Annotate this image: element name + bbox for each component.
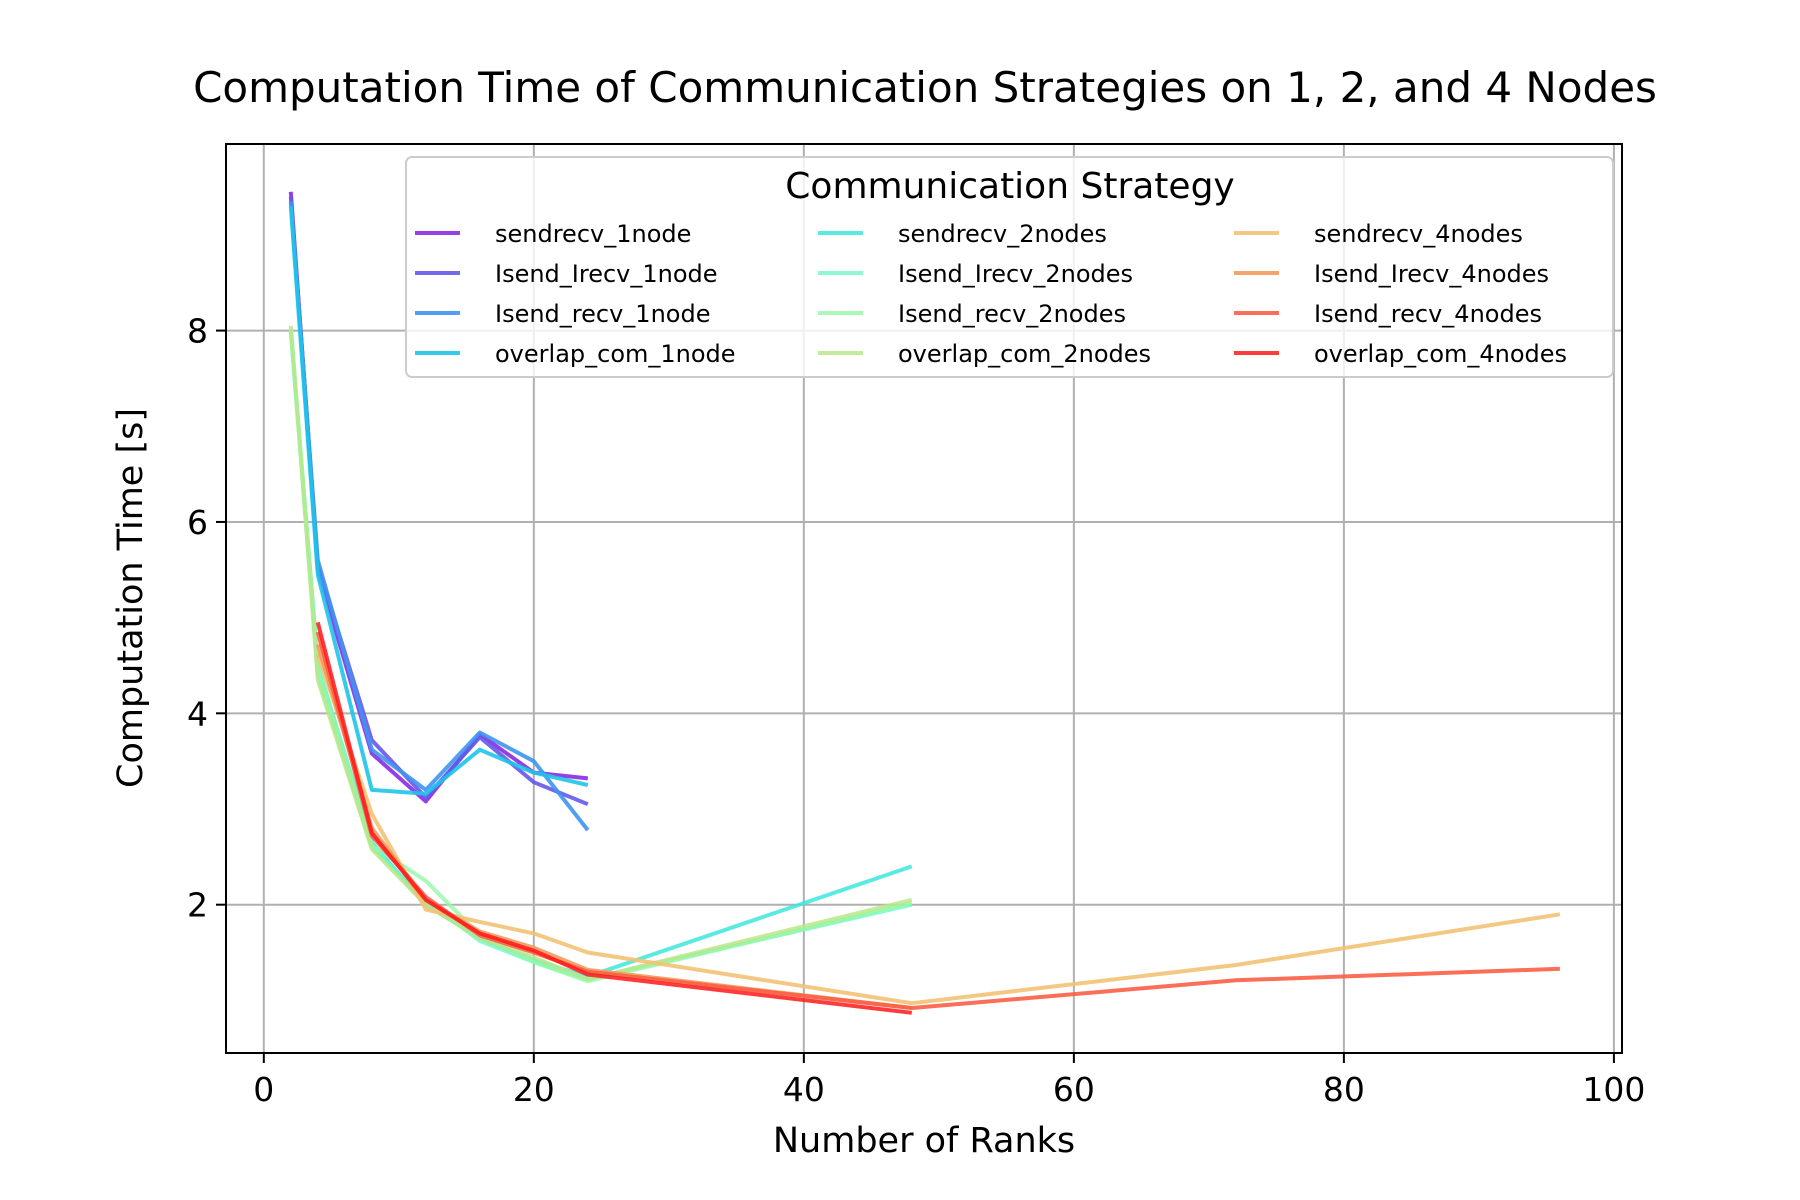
y-axis-label: Computation Time [s] — [111, 408, 151, 788]
legend-entry-label: Isend_Irecv_4nodes — [1314, 260, 1549, 288]
series-line-overlap-com-2nodes — [288, 325, 913, 982]
legend-entry-label: sendrecv_2nodes — [898, 220, 1107, 248]
series-line-sendrecv-4nodes — [315, 653, 1561, 1006]
x-tick-label: 20 — [513, 1070, 555, 1109]
x-tick-label: 0 — [253, 1070, 274, 1109]
legend-entry-label: overlap_com_2nodes — [898, 340, 1151, 368]
legend: Communication Strategy sendrecv_1node Ise… — [405, 156, 1614, 378]
axis-ticks: 0 20 40 60 80 100 2 4 6 8 — [187, 312, 1645, 1109]
legend-box — [405, 156, 1614, 378]
series-line-overlap-com-1node — [288, 206, 589, 796]
legend-entry-label: overlap_com_1node — [495, 340, 736, 368]
x-tick-label: 40 — [783, 1070, 825, 1109]
legend-entry-label: Isend_recv_1node — [495, 300, 710, 328]
series-line-isend-recv-2nodes — [288, 328, 913, 984]
legend-entry-label: Isend_recv_2nodes — [898, 300, 1126, 328]
x-tick-label: 60 — [1053, 1070, 1095, 1109]
y-tick-label: 2 — [187, 886, 208, 925]
x-tick-label: 80 — [1323, 1070, 1365, 1109]
x-axis-label: Number of Ranks — [773, 1121, 1075, 1161]
y-tick-label: 8 — [187, 312, 208, 351]
legend-entry-label: Isend_recv_4nodes — [1314, 300, 1542, 328]
legend-entry-label: overlap_com_4nodes — [1314, 340, 1567, 368]
legend-entry-label: Isend_Irecv_1node — [495, 260, 718, 288]
legend-entry-label: Isend_Irecv_2nodes — [898, 260, 1133, 288]
legend-title: Communication Strategy — [785, 166, 1234, 207]
legend-entry-label: sendrecv_4nodes — [1314, 220, 1523, 248]
series-line-overlap-com-4nodes — [315, 621, 913, 1015]
plot-area-frame — [225, 143, 1623, 1054]
legend-entry-label: sendrecv_1node — [495, 220, 691, 248]
series-lines — [288, 191, 1561, 1015]
x-tick-label: 100 — [1582, 1070, 1645, 1109]
y-tick-label: 6 — [187, 503, 208, 542]
chart-title: Computation Time of Communication Strate… — [193, 63, 1657, 112]
y-tick-label: 4 — [187, 694, 208, 733]
